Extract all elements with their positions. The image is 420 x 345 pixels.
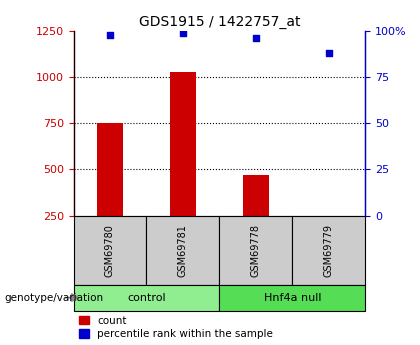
Bar <box>170 72 196 262</box>
Text: control: control <box>127 293 166 303</box>
Bar <box>74 285 220 310</box>
Bar <box>220 285 365 310</box>
Legend: count, percentile rank within the sample: count, percentile rank within the sample <box>79 316 273 339</box>
Bar <box>292 216 365 285</box>
Text: GSM69778: GSM69778 <box>251 224 261 277</box>
Bar <box>316 216 342 262</box>
Text: GSM69781: GSM69781 <box>178 224 188 277</box>
Title: GDS1915 / 1422757_at: GDS1915 / 1422757_at <box>139 14 300 29</box>
Text: GSM69780: GSM69780 <box>105 224 115 277</box>
Point <box>107 32 113 38</box>
Bar <box>220 216 292 285</box>
Text: genotype/variation: genotype/variation <box>4 293 103 303</box>
Bar <box>97 123 123 262</box>
Point <box>252 36 259 41</box>
Point <box>180 30 186 36</box>
Bar <box>243 175 269 262</box>
Text: Hnf4a null: Hnf4a null <box>264 293 321 303</box>
Bar <box>147 216 220 285</box>
Bar <box>74 216 147 285</box>
Point <box>326 50 332 56</box>
Text: GSM69779: GSM69779 <box>324 224 334 277</box>
FancyArrow shape <box>65 294 79 302</box>
